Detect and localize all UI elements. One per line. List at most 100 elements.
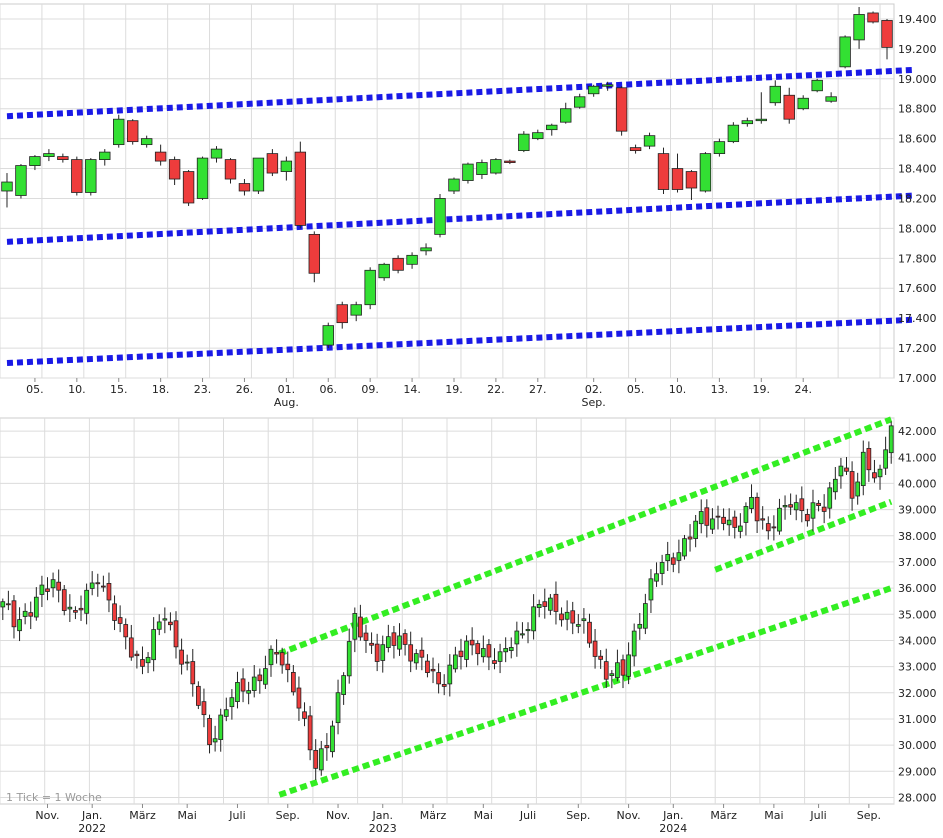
candle <box>480 635 486 663</box>
candle <box>99 149 111 166</box>
candle <box>190 648 196 697</box>
candle <box>406 252 418 269</box>
candle-body <box>441 683 447 687</box>
candle <box>39 575 45 608</box>
candle <box>805 508 810 527</box>
candle <box>322 322 334 349</box>
candle-body <box>43 153 55 157</box>
candle <box>609 670 615 689</box>
candle-body <box>207 718 212 746</box>
trend-channel-line <box>278 416 893 657</box>
candle-body <box>296 687 302 709</box>
candle-body <box>168 159 181 180</box>
candle <box>676 539 682 574</box>
candle-body <box>687 536 693 540</box>
candle-body <box>101 585 106 588</box>
candle <box>330 720 335 758</box>
candle <box>598 650 604 669</box>
candle-body <box>302 711 307 719</box>
candle <box>397 623 402 656</box>
candle <box>101 575 106 592</box>
candle <box>827 482 833 519</box>
x-tick-label: Juli <box>519 809 536 822</box>
candle <box>643 132 656 150</box>
candle-body <box>888 425 894 454</box>
candle-body <box>434 198 446 235</box>
candle-body <box>771 526 777 529</box>
candle-body <box>732 516 738 528</box>
candle <box>811 78 823 93</box>
candle <box>698 499 704 534</box>
y-tick-label: 17.200 <box>898 342 937 355</box>
candle <box>777 498 782 535</box>
candle-body <box>520 633 525 636</box>
candle <box>844 457 849 475</box>
candle <box>721 508 726 531</box>
candle <box>570 601 576 635</box>
candle-body <box>263 668 268 685</box>
candle <box>168 612 173 631</box>
candle-body <box>290 671 296 693</box>
y-tick-label: 42.000 <box>898 425 937 438</box>
candle <box>11 595 17 639</box>
candle-body <box>447 664 453 685</box>
candle <box>783 87 795 124</box>
candle-body <box>821 506 827 512</box>
candle-body <box>518 133 530 152</box>
x-tick-label: 09. <box>361 383 379 396</box>
candle-body <box>536 604 542 608</box>
candle-body <box>33 596 39 618</box>
x-tick-label: 23. <box>194 383 212 396</box>
candle-body <box>235 682 240 702</box>
candle-body <box>816 502 821 506</box>
candle <box>212 725 218 752</box>
candle-body <box>853 14 865 41</box>
weekly-candlestick-chart: 28.000 29.000 30.000 31.000 32.000 33.000 34.0… <box>0 416 937 835</box>
candle <box>294 141 307 229</box>
candle <box>754 492 760 534</box>
x-tick-label: 19. <box>445 383 463 396</box>
candle <box>112 595 117 631</box>
candle-body <box>839 36 851 68</box>
candle <box>553 581 559 625</box>
candle <box>182 170 195 206</box>
candle-body <box>710 518 715 530</box>
candle <box>336 301 348 329</box>
candle <box>196 156 209 200</box>
x-tick-label: Nov. <box>617 809 641 822</box>
candle <box>536 599 542 618</box>
candle-body <box>480 648 486 658</box>
candle-body <box>218 714 224 740</box>
candle-body <box>201 701 207 716</box>
candle <box>581 608 587 634</box>
candle <box>531 594 536 640</box>
candle-body <box>475 643 481 655</box>
candle <box>799 486 805 523</box>
candle-body <box>279 652 285 666</box>
candle <box>453 646 458 673</box>
trend-channel-line <box>714 498 893 573</box>
candle <box>358 604 363 641</box>
candle-body <box>693 520 698 539</box>
candle-body <box>56 581 62 591</box>
candle-body <box>726 519 732 526</box>
candle-body <box>844 467 849 472</box>
candle <box>564 600 570 631</box>
candle-body <box>564 611 570 620</box>
candle <box>364 267 376 310</box>
candle-body <box>128 637 134 658</box>
candle-body <box>832 478 838 493</box>
candle-body <box>419 649 425 658</box>
candle-body <box>699 153 712 192</box>
candle-body <box>810 502 816 519</box>
candle-body <box>280 160 293 172</box>
candle <box>251 665 257 698</box>
candle-body <box>743 506 749 523</box>
candle <box>1 173 13 208</box>
candle-body <box>777 507 782 532</box>
x-tick-label: Nov. <box>326 809 350 822</box>
candle <box>497 643 503 674</box>
candle <box>117 605 123 633</box>
candle <box>218 708 224 752</box>
candle <box>391 625 397 659</box>
